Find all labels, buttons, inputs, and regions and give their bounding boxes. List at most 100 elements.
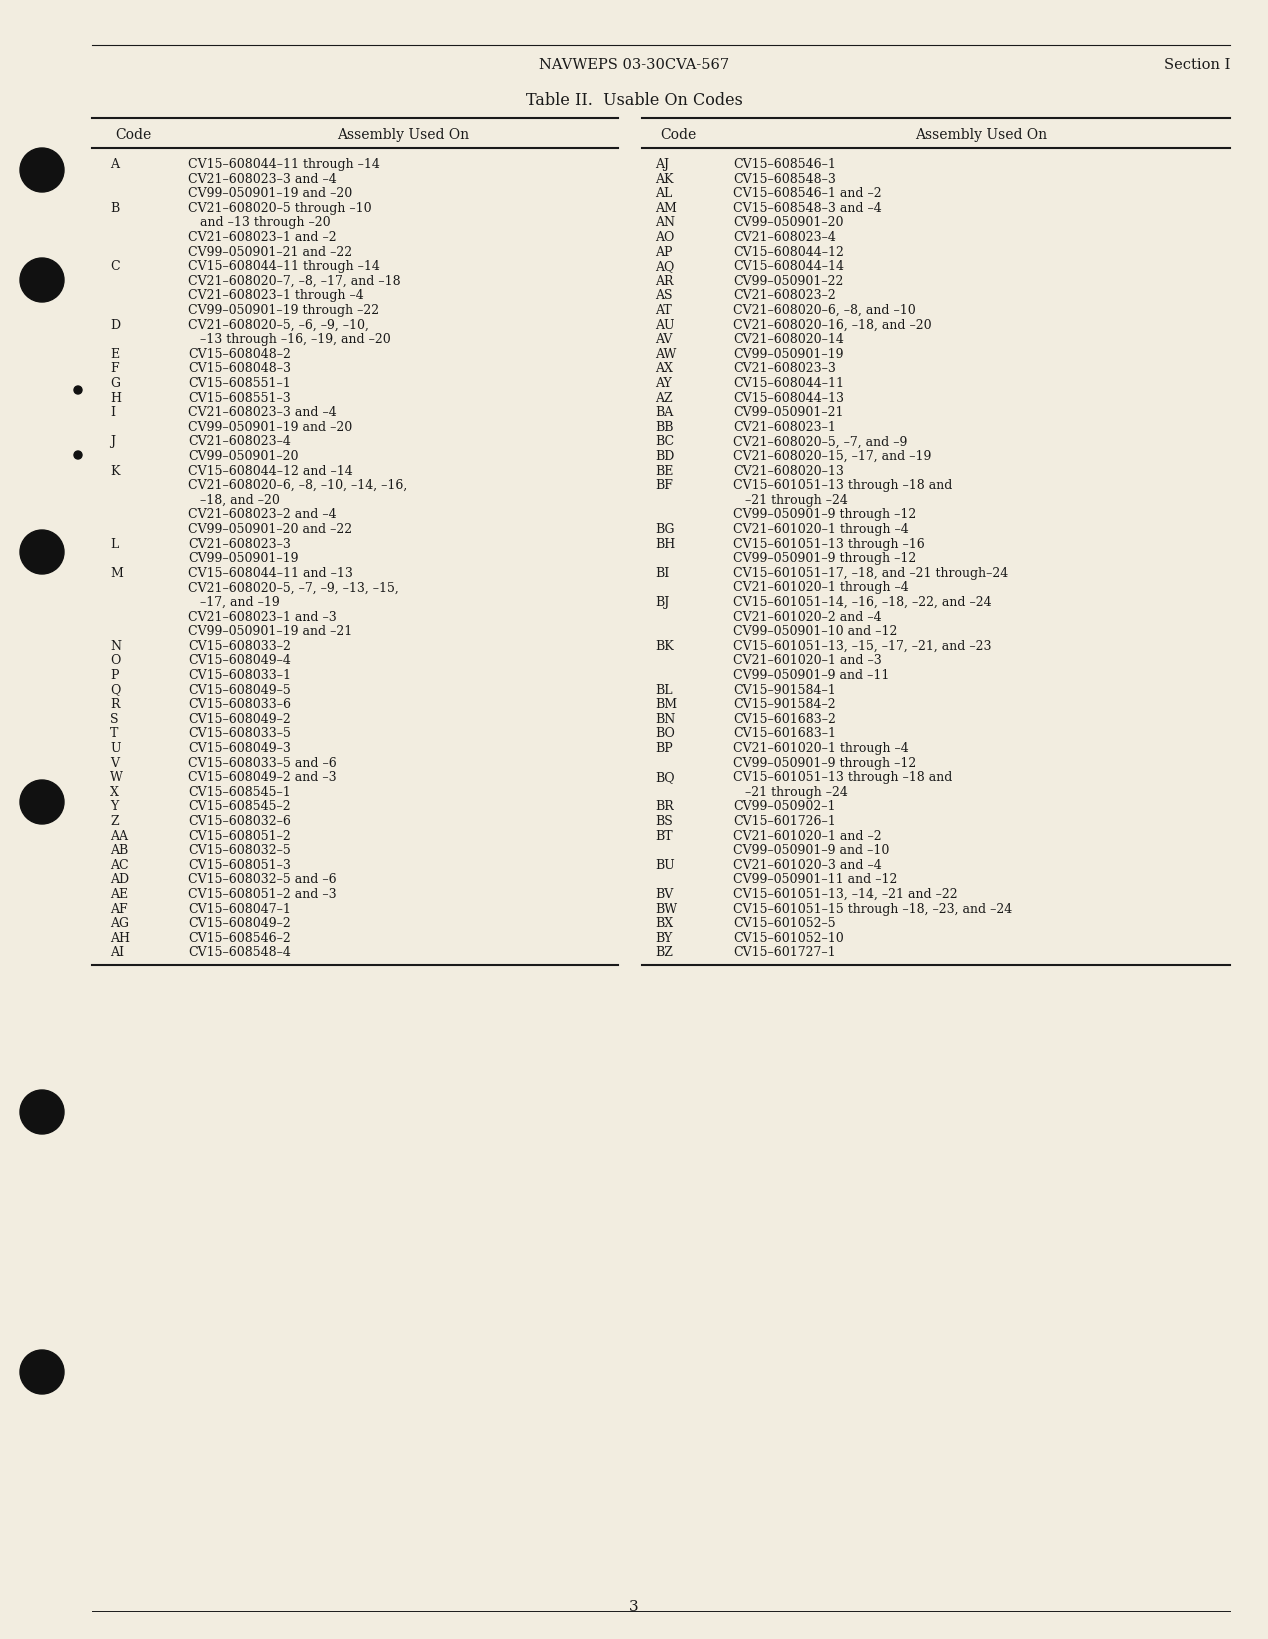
- Text: CV21–608020–14: CV21–608020–14: [733, 333, 844, 346]
- Text: H: H: [110, 392, 120, 405]
- Text: Q: Q: [110, 683, 120, 697]
- Text: AE: AE: [110, 888, 128, 901]
- Text: CV99–050901–19 and –21: CV99–050901–19 and –21: [188, 624, 353, 638]
- Text: V: V: [110, 757, 119, 770]
- Text: BO: BO: [656, 728, 675, 741]
- Text: BS: BS: [656, 815, 673, 828]
- Text: BE: BE: [656, 464, 673, 477]
- Text: AK: AK: [656, 172, 673, 185]
- Text: CV21–601020–1 and –2: CV21–601020–1 and –2: [733, 829, 881, 842]
- Text: CV99–050901–21 and –22: CV99–050901–21 and –22: [188, 246, 353, 259]
- Text: BG: BG: [656, 523, 675, 536]
- Text: BZ: BZ: [656, 946, 673, 959]
- Text: Table II.  Usable On Codes: Table II. Usable On Codes: [525, 92, 743, 110]
- Text: CV99–050901–9 and –11: CV99–050901–9 and –11: [733, 669, 889, 682]
- Text: CV15–608051–3: CV15–608051–3: [188, 859, 290, 872]
- Text: CV21–608023–2 and –4: CV21–608023–2 and –4: [188, 508, 336, 521]
- Text: CV15–608548–3 and –4: CV15–608548–3 and –4: [733, 202, 881, 215]
- Text: –21 through –24: –21 through –24: [733, 785, 848, 798]
- Text: CV15–601051–14, –16, –18, –22, and –24: CV15–601051–14, –16, –18, –22, and –24: [733, 597, 992, 610]
- Text: CV99–050901–20: CV99–050901–20: [733, 216, 843, 229]
- Text: CV15–601052–5: CV15–601052–5: [733, 918, 836, 931]
- Text: CV15–901584–2: CV15–901584–2: [733, 698, 836, 711]
- Text: CV15–901584–1: CV15–901584–1: [733, 683, 836, 697]
- Text: AS: AS: [656, 290, 672, 303]
- Text: CV15–608551–3: CV15–608551–3: [188, 392, 290, 405]
- Text: CV15–601051–13 through –18 and: CV15–601051–13 through –18 and: [733, 479, 952, 492]
- Text: CV15–601683–1: CV15–601683–1: [733, 728, 836, 741]
- Text: U: U: [110, 742, 120, 756]
- Text: O: O: [110, 654, 120, 667]
- Text: CV15–601052–10: CV15–601052–10: [733, 933, 843, 944]
- Text: CV15–608033–5: CV15–608033–5: [188, 728, 290, 741]
- Text: BI: BI: [656, 567, 670, 580]
- Text: BA: BA: [656, 406, 673, 420]
- Text: CV21–601020–1 through –4: CV21–601020–1 through –4: [733, 523, 909, 536]
- Text: CV21–601020–2 and –4: CV21–601020–2 and –4: [733, 611, 881, 623]
- Text: –18, and –20: –18, and –20: [188, 493, 280, 506]
- Text: S: S: [110, 713, 118, 726]
- Text: CV15–601726–1: CV15–601726–1: [733, 815, 836, 828]
- Text: CV15–608051–2 and –3: CV15–608051–2 and –3: [188, 888, 336, 901]
- Text: BU: BU: [656, 859, 675, 872]
- Text: AM: AM: [656, 202, 677, 215]
- Text: CV21–608023–1: CV21–608023–1: [733, 421, 836, 434]
- Text: AD: AD: [110, 874, 129, 887]
- Text: CV15–608044–12 and –14: CV15–608044–12 and –14: [188, 464, 353, 477]
- Text: CV99–050901–9 through –12: CV99–050901–9 through –12: [733, 757, 917, 770]
- Text: G: G: [110, 377, 120, 390]
- Text: Code: Code: [115, 128, 151, 143]
- Text: and –13 through –20: and –13 through –20: [188, 216, 331, 229]
- Text: D: D: [110, 318, 120, 331]
- Text: CV21–608020–5, –7, –9, –13, –15,: CV21–608020–5, –7, –9, –13, –15,: [188, 582, 398, 595]
- Text: CV21–608023–1 through –4: CV21–608023–1 through –4: [188, 290, 364, 303]
- Text: CV21–601020–1 through –4: CV21–601020–1 through –4: [733, 582, 909, 595]
- Text: CV99–050901–19 and –20: CV99–050901–19 and –20: [188, 187, 353, 200]
- Text: CV99–050901–20 and –22: CV99–050901–20 and –22: [188, 523, 353, 536]
- Text: BR: BR: [656, 800, 673, 813]
- Text: Z: Z: [110, 815, 119, 828]
- Text: CV21–608020–16, –18, and –20: CV21–608020–16, –18, and –20: [733, 318, 932, 331]
- Text: AO: AO: [656, 231, 675, 244]
- Text: AG: AG: [110, 918, 129, 931]
- Text: CV15–608049–2: CV15–608049–2: [188, 713, 290, 726]
- Text: CV15–608049–5: CV15–608049–5: [188, 683, 290, 697]
- Text: AY: AY: [656, 377, 672, 390]
- Circle shape: [74, 387, 82, 393]
- Text: CV21–608023–4: CV21–608023–4: [733, 231, 836, 244]
- Text: CV21–608023–3: CV21–608023–3: [733, 362, 836, 375]
- Text: CV15–608032–5 and –6: CV15–608032–5 and –6: [188, 874, 336, 887]
- Text: BB: BB: [656, 421, 673, 434]
- Text: AX: AX: [656, 362, 673, 375]
- Text: AQ: AQ: [656, 261, 675, 274]
- Text: P: P: [110, 669, 118, 682]
- Text: Code: Code: [661, 128, 696, 143]
- Text: –13 through –16, –19, and –20: –13 through –16, –19, and –20: [188, 333, 391, 346]
- Text: CV15–608049–4: CV15–608049–4: [188, 654, 290, 667]
- Text: K: K: [110, 464, 119, 477]
- Text: T: T: [110, 728, 118, 741]
- Circle shape: [20, 1090, 63, 1134]
- Text: CV21–608020–7, –8, –17, and –18: CV21–608020–7, –8, –17, and –18: [188, 275, 401, 288]
- Text: CV21–608023–3: CV21–608023–3: [188, 538, 290, 551]
- Text: CV99–050901–9 through –12: CV99–050901–9 through –12: [733, 552, 917, 565]
- Text: CV99–050901–19 through –22: CV99–050901–19 through –22: [188, 303, 379, 316]
- Text: AN: AN: [656, 216, 675, 229]
- Text: Assembly Used On: Assembly Used On: [337, 128, 469, 143]
- Text: AW: AW: [656, 347, 676, 361]
- Text: CV15–608545–1: CV15–608545–1: [188, 785, 290, 798]
- Text: BF: BF: [656, 479, 673, 492]
- Circle shape: [20, 780, 63, 824]
- Text: AH: AH: [110, 933, 131, 944]
- Text: CV15–608033–2: CV15–608033–2: [188, 639, 290, 652]
- Text: CV99–050901–19: CV99–050901–19: [733, 347, 843, 361]
- Text: BD: BD: [656, 451, 675, 462]
- Text: CV15–608048–3: CV15–608048–3: [188, 362, 290, 375]
- Text: W: W: [110, 772, 123, 783]
- Text: CV15–608051–2: CV15–608051–2: [188, 829, 290, 842]
- Text: CV15–608044–14: CV15–608044–14: [733, 261, 844, 274]
- Text: CV21–608023–1 and –2: CV21–608023–1 and –2: [188, 231, 336, 244]
- Text: AP: AP: [656, 246, 672, 259]
- Text: CV15–608551–1: CV15–608551–1: [188, 377, 290, 390]
- Text: CV15–608047–1: CV15–608047–1: [188, 903, 290, 916]
